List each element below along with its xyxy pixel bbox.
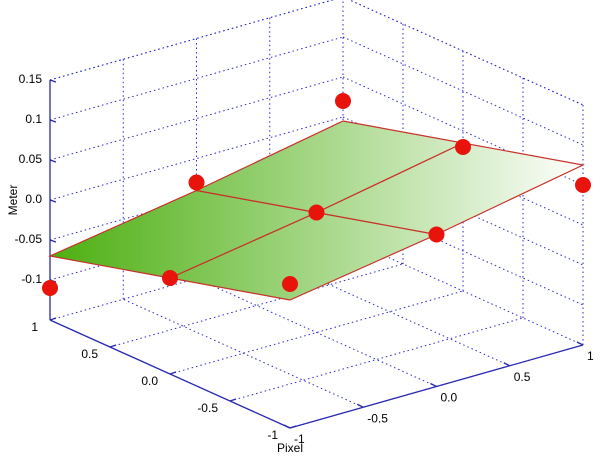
grid-line	[49, 116, 344, 201]
grid-line	[342, 196, 584, 306]
tick-mark	[430, 382, 437, 388]
data-point	[335, 93, 351, 109]
tick-mark	[49, 317, 57, 321]
tick-mark	[49, 239, 57, 243]
grid-line	[269, 257, 510, 367]
grid-line	[123, 298, 364, 408]
x-axis-label: Pixel	[277, 441, 303, 455]
x-tick-label: -1	[267, 428, 278, 442]
grid-line	[109, 263, 404, 348]
tick-mark	[169, 371, 177, 375]
data-point	[162, 270, 178, 286]
z-tick-label: 0.1	[25, 112, 42, 126]
grid-line	[49, 0, 335, 81]
z-axis-label: Meter	[6, 185, 20, 216]
grid-line	[342, 236, 584, 346]
y-tick-label: 0.0	[441, 391, 458, 405]
tick-mark	[289, 425, 297, 429]
tick-mark	[356, 403, 364, 408]
y-tick-label: 0.5	[514, 370, 531, 384]
tick-mark	[49, 159, 57, 163]
grid-line	[342, 76, 584, 186]
tick-mark	[49, 79, 57, 83]
tick-mark	[109, 344, 117, 348]
tick-mark	[49, 199, 57, 203]
tick-mark	[229, 398, 237, 402]
tick-mark	[283, 424, 291, 429]
grid-line	[229, 317, 524, 402]
x-tick-label: 0.5	[81, 347, 98, 361]
z-tick-label: -0.05	[15, 232, 43, 246]
z-tick-label: 0.15	[19, 72, 43, 86]
data-point	[188, 174, 205, 191]
x-tick-label: 1	[31, 320, 38, 334]
y-tick-label: -1	[294, 432, 305, 446]
surface-patch	[194, 120, 465, 214]
grid-line	[169, 290, 464, 375]
data-point	[308, 204, 325, 221]
data-point	[42, 280, 58, 296]
grid-line	[196, 278, 437, 387]
tick-mark	[503, 362, 511, 367]
x-tick-label: -0.5	[197, 401, 218, 415]
data-point	[428, 226, 445, 243]
grid-line	[49, 236, 344, 321]
grid-line	[49, 156, 344, 241]
grid-line	[49, 196, 344, 281]
y-tick-label: 1	[587, 349, 594, 363]
grid-line	[348, 0, 584, 106]
z-tick-label: 0.05	[19, 152, 43, 166]
grid-line	[342, 36, 584, 146]
tick-mark	[576, 341, 584, 346]
grid-line	[49, 36, 344, 121]
grid-line	[49, 76, 344, 161]
z-tick-label: 0.0	[25, 192, 42, 206]
y-tick-label: -0.5	[367, 411, 388, 425]
x-tick-label: 0.0	[141, 374, 158, 388]
tick-mark	[49, 119, 57, 123]
data-point	[575, 177, 591, 193]
z-tick-label: -0.1	[21, 272, 42, 286]
data-point	[282, 276, 298, 292]
data-point	[455, 139, 471, 155]
